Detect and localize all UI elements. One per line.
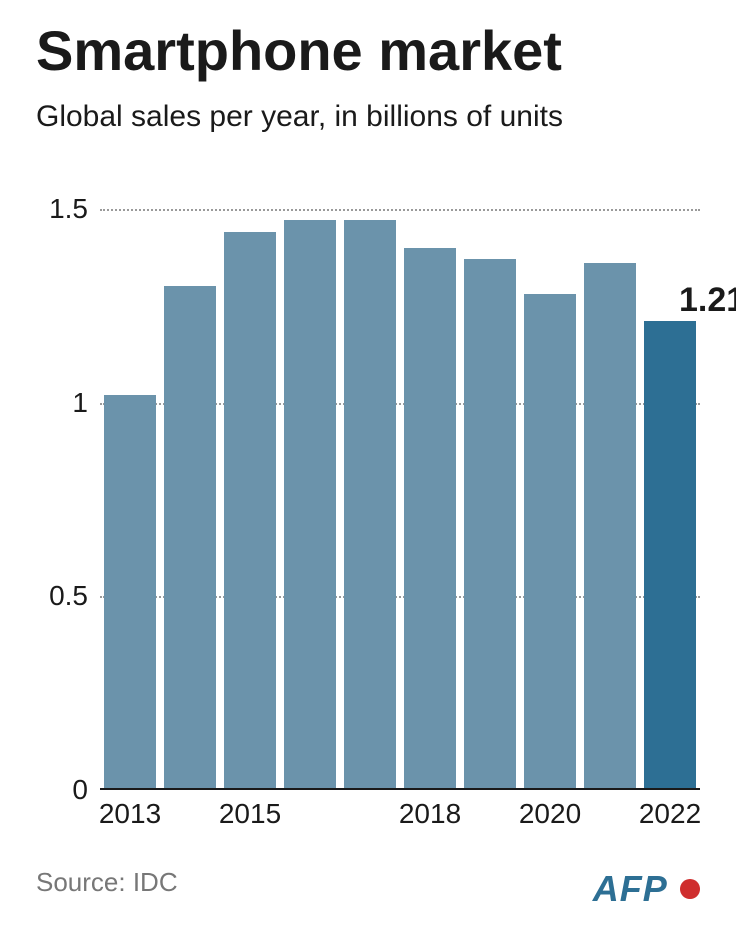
chart-title: Smartphone market: [36, 18, 562, 83]
highlight-value-label: 1.21: [679, 281, 736, 320]
bar-slot: [460, 170, 520, 790]
chart-plot-area: 00.511.5 20132015201820202022 1.21: [100, 170, 700, 790]
bar: [644, 321, 697, 790]
ytick-label: 1.5: [28, 193, 88, 225]
bar: [164, 286, 217, 790]
x-axis-baseline: [100, 788, 700, 790]
xtick-label: 2015: [219, 798, 281, 830]
xtick-label: 2018: [399, 798, 461, 830]
bar-slot: [340, 170, 400, 790]
xtick-label: 2013: [99, 798, 161, 830]
chart-subtitle: Global sales per year, in billions of un…: [36, 100, 563, 134]
bar-slot: [220, 170, 280, 790]
bar: [224, 232, 277, 790]
bar-slot: [400, 170, 460, 790]
bar-slot: [640, 170, 700, 790]
bar: [404, 248, 457, 791]
afp-logo-text: AFP: [593, 868, 668, 909]
source-attribution: Source: IDC: [36, 867, 178, 898]
bar: [524, 294, 577, 790]
bar: [104, 395, 157, 790]
bar: [344, 220, 397, 790]
bar-slot: [520, 170, 580, 790]
bar: [284, 220, 337, 790]
bar-slot: [100, 170, 160, 790]
bar-group: [100, 170, 700, 790]
ytick-label: 1: [28, 387, 88, 419]
xtick-label: 2022: [639, 798, 701, 830]
xtick-label: 2020: [519, 798, 581, 830]
bar-slot: [580, 170, 640, 790]
bar: [464, 259, 517, 790]
bar: [584, 263, 637, 790]
infographic-container: Smartphone market Global sales per year,…: [0, 0, 736, 932]
ytick-label: 0: [28, 774, 88, 806]
bar-slot: [280, 170, 340, 790]
bar-slot: [160, 170, 220, 790]
afp-logo: AFP: [593, 868, 700, 910]
ytick-label: 0.5: [28, 580, 88, 612]
afp-logo-circle-icon: [680, 879, 700, 899]
